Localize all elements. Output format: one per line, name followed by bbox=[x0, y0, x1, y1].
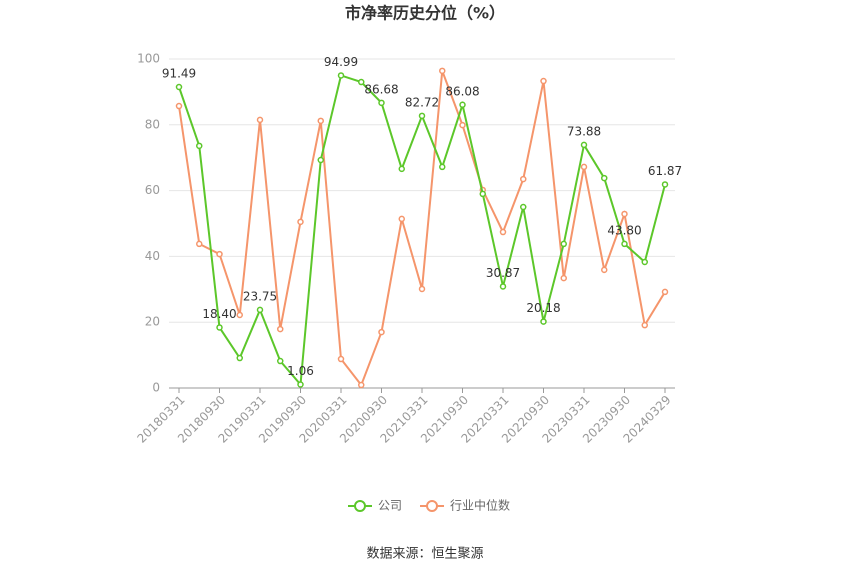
data-point bbox=[337, 72, 345, 79]
data-point bbox=[256, 306, 264, 314]
data-label: 30.87 bbox=[486, 266, 520, 280]
data-point bbox=[216, 250, 223, 258]
data-point bbox=[378, 99, 385, 107]
data-label: 18.40 bbox=[202, 307, 236, 321]
data-point bbox=[256, 116, 264, 124]
data-point bbox=[398, 165, 405, 173]
legend-label: 行业中位数 bbox=[450, 498, 510, 513]
y-tick-label: 20 bbox=[145, 315, 160, 329]
data-point bbox=[601, 174, 608, 182]
data-point bbox=[358, 381, 365, 389]
data-point bbox=[560, 274, 567, 282]
data-label: 1.06 bbox=[287, 364, 314, 378]
data-point bbox=[540, 318, 547, 325]
data-point bbox=[418, 285, 426, 293]
data-label: 43.80 bbox=[607, 223, 641, 237]
data-point bbox=[317, 117, 324, 125]
y-tick-label: 80 bbox=[145, 117, 160, 131]
source-note: 数据来源：恒生聚源 bbox=[366, 547, 483, 562]
chart-title: 市净率历史分位（%） bbox=[345, 4, 505, 23]
data-point bbox=[641, 321, 648, 329]
data-point bbox=[520, 203, 527, 211]
data-point bbox=[661, 288, 669, 296]
data-label: 61.87 bbox=[648, 164, 682, 178]
data-label: 86.08 bbox=[445, 84, 479, 98]
legend-marker bbox=[426, 500, 439, 512]
data-point bbox=[520, 175, 527, 183]
data-point bbox=[398, 215, 405, 223]
legend-item: 公司 bbox=[348, 499, 402, 513]
data-point bbox=[601, 266, 608, 274]
data-point bbox=[175, 102, 183, 110]
legend-marker bbox=[354, 500, 366, 512]
legend-label: 公司 bbox=[378, 499, 402, 513]
data-label: 82.72 bbox=[405, 95, 439, 109]
data-point bbox=[661, 181, 669, 188]
data-point bbox=[277, 325, 284, 333]
data-point bbox=[621, 240, 628, 248]
data-point bbox=[378, 328, 385, 336]
data-point bbox=[196, 240, 203, 248]
data-point bbox=[418, 112, 426, 120]
data-point bbox=[479, 190, 486, 198]
data-point bbox=[459, 101, 466, 109]
data-point bbox=[358, 78, 365, 86]
series-line bbox=[178, 74, 666, 387]
data-point bbox=[297, 218, 304, 226]
y-tick-label: 60 bbox=[145, 183, 160, 197]
y-tick-label: 40 bbox=[145, 249, 160, 263]
data-point bbox=[439, 67, 446, 75]
data-point bbox=[560, 240, 567, 248]
data-label: 91.49 bbox=[162, 66, 196, 80]
data-label: 23.75 bbox=[243, 289, 277, 303]
data-point bbox=[459, 121, 466, 129]
data-point bbox=[297, 381, 304, 388]
data-label: 94.99 bbox=[324, 55, 358, 69]
legend-item: 行业中位数 bbox=[420, 498, 510, 513]
data-point bbox=[580, 163, 588, 171]
data-point bbox=[277, 357, 284, 365]
y-tick-label: 0 bbox=[152, 381, 160, 395]
data-point bbox=[175, 83, 183, 91]
data-point bbox=[236, 354, 243, 362]
data-point bbox=[439, 163, 446, 171]
data-label: 20.18 bbox=[526, 301, 560, 315]
data-point bbox=[499, 283, 507, 290]
data-point bbox=[337, 355, 345, 363]
data-label: 86.68 bbox=[364, 82, 398, 96]
data-point bbox=[216, 324, 223, 331]
data-point bbox=[499, 228, 507, 236]
data-point bbox=[580, 141, 588, 149]
data-point bbox=[236, 311, 243, 319]
data-point bbox=[540, 77, 547, 85]
y-tick-label: 100 bbox=[137, 52, 160, 66]
data-point bbox=[641, 258, 648, 266]
data-point bbox=[317, 156, 324, 164]
data-label: 73.88 bbox=[567, 124, 601, 138]
data-point bbox=[621, 210, 628, 218]
data-point bbox=[196, 142, 203, 150]
